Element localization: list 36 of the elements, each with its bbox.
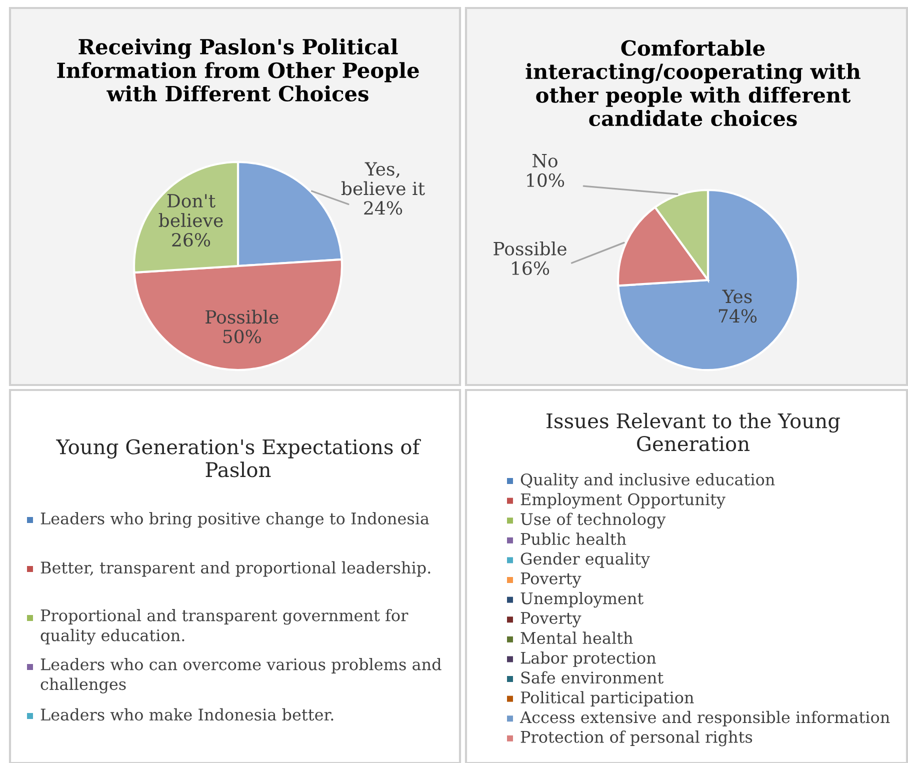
category-label: Quality and inclusive education	[520, 473, 775, 489]
data-label: 10%	[527, 173, 564, 188]
category-label: Leaders who make Indonesia better.	[40, 708, 334, 721]
pie-slice	[617, 188, 800, 372]
category-label: Public health	[520, 532, 626, 546]
category-label: Better, transparent and proportional leadership.	[40, 561, 430, 577]
slice-label: No	[532, 154, 558, 168]
category-label: Unemployment	[520, 592, 644, 608]
category-label: Poverty	[520, 572, 582, 588]
category-label: Safe environment	[521, 671, 664, 684]
category-label: Mental health	[520, 632, 633, 644]
chart-title: Receiving Paslon's Political Information from Other People with Different Choices	[57, 38, 419, 102]
text: Issues Relevant to the Young Generation	[546, 412, 840, 452]
slice-label: Possible	[206, 310, 278, 324]
category-label: Political participation	[520, 691, 694, 707]
slice-label: Possible	[494, 241, 566, 256]
slice-label: Yes, believe it	[341, 162, 425, 196]
chart-title: Comfortable interacting/cooperating with other people with different candidate choices	[526, 40, 860, 126]
category-label: Proportional and transparent government for quality education.	[40, 609, 408, 645]
category-label: Gender equality	[520, 552, 650, 568]
data-label: 74%	[718, 309, 757, 323]
data-label: 50%	[223, 330, 261, 344]
category-label: Leaders who bring positive change to Indonesia	[40, 512, 430, 528]
slice-label: Don't believe	[158, 194, 223, 228]
category-label: Labor protection	[520, 651, 656, 667]
data-label: 24%	[364, 201, 402, 215]
category-label: Employment Opportunity	[520, 492, 726, 509]
data-label: 16%	[512, 261, 550, 276]
category-label: Use of technology	[520, 512, 666, 528]
data-label: 26%	[172, 232, 210, 247]
category-label: Poverty	[520, 612, 582, 628]
category-label: Protection of personal rights	[520, 730, 752, 746]
text: Young Generation's Expectations of Paslon	[56, 438, 421, 478]
category-label: Access extensive and responsible information	[520, 710, 890, 726]
category-label: Leaders who can overcome various problems and challenges	[40, 658, 442, 694]
slice-label: Yes	[722, 290, 752, 304]
